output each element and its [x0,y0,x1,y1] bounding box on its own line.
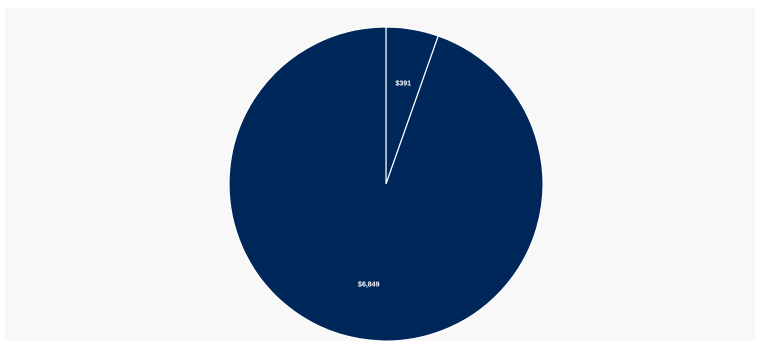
pie-slice [228,26,544,342]
data-label: $391 [395,80,411,87]
data-label: $6,849 [358,281,380,288]
